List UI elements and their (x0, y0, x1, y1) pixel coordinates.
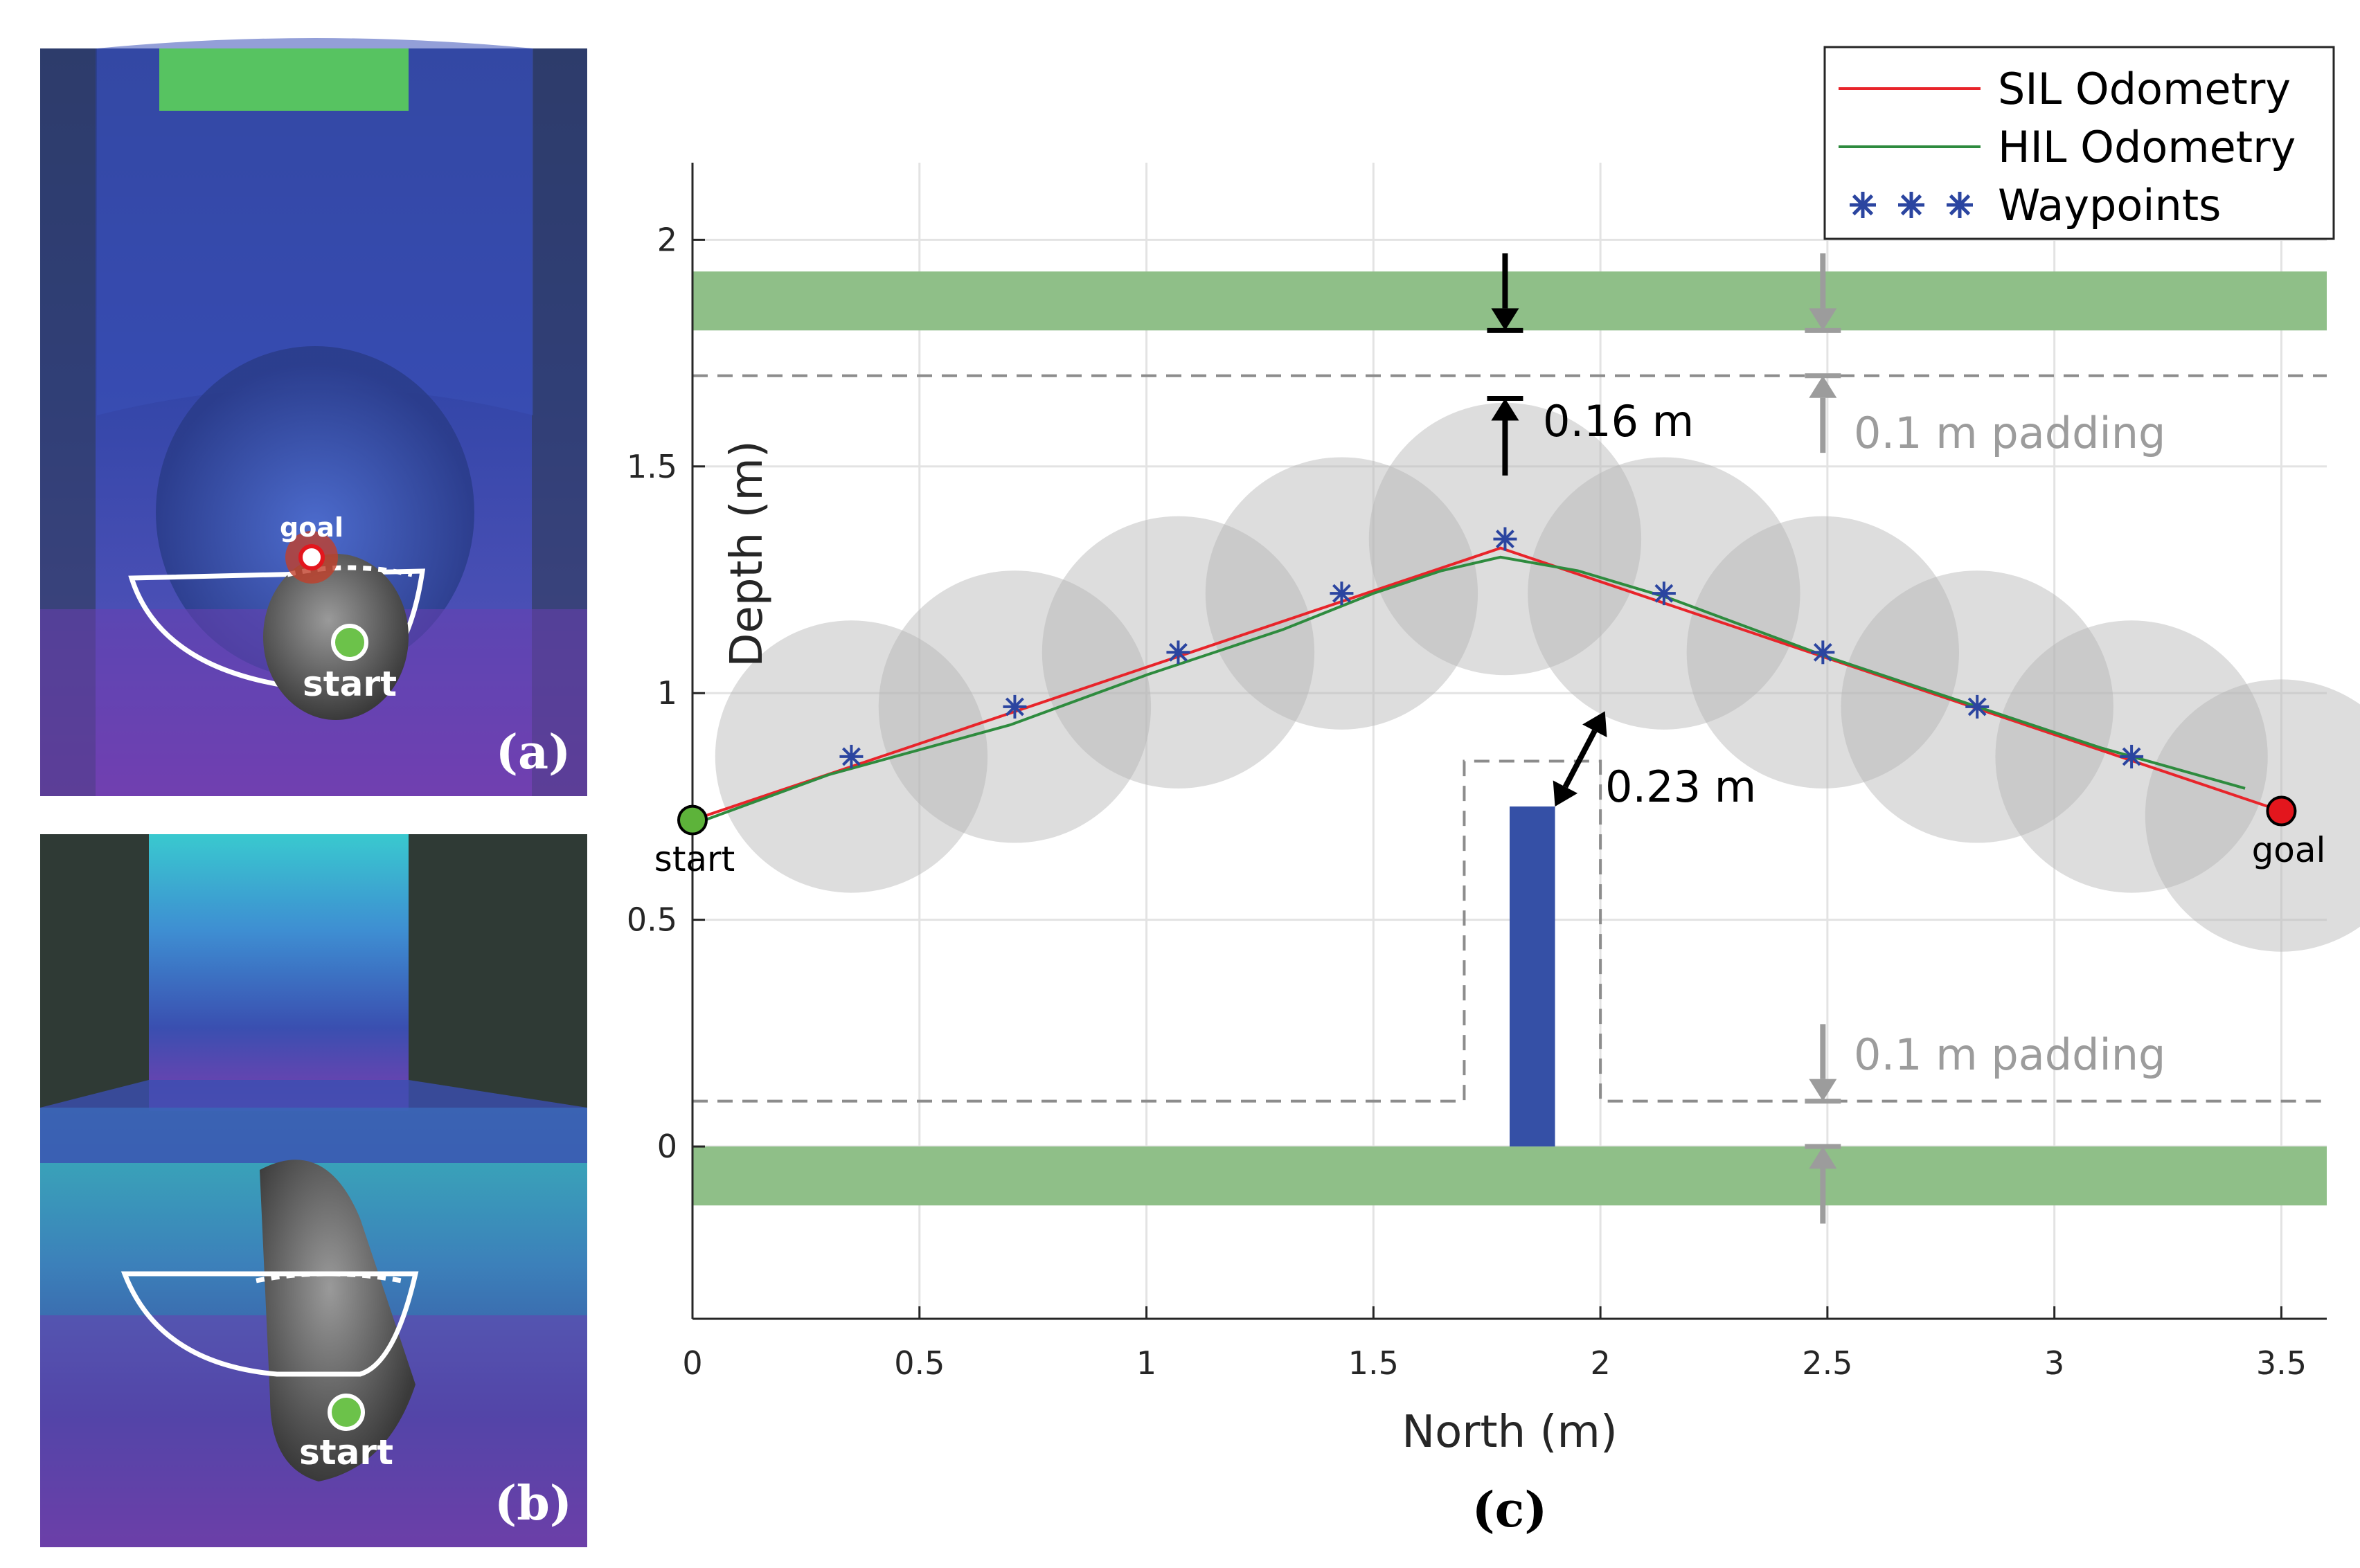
top-padding-label: 0.1 m padding (1854, 408, 2165, 458)
x-tick-label-5: 2.5 (1802, 1344, 1852, 1382)
y-axis-label: Depth (m) (722, 440, 773, 667)
legend-star-1 (1898, 192, 1924, 218)
bottom-padding-arrow-down (1805, 1024, 1841, 1104)
chart-series (692, 527, 2282, 827)
y-tick-label-4: 2 (657, 221, 677, 258)
fov-outline (120, 1271, 419, 1377)
x-tick-labels: 0 0.5 1 1.5 2 2.5 3 3.5 (682, 1344, 2307, 1382)
x-tick-label-7: 3.5 (2256, 1344, 2307, 1382)
obstacle-clearance-label: 0.23 m (1605, 762, 1756, 812)
goal-point (2266, 795, 2297, 827)
obstacle-bar (1510, 806, 1555, 1147)
chart-obstacle (1510, 806, 1555, 1147)
start-marker (328, 1394, 365, 1431)
start-marker (331, 624, 368, 661)
bottom-padding-arrow-up (1805, 1144, 1841, 1224)
panel-b-simulation-view: start (b) (40, 834, 587, 1547)
goal-marker (298, 544, 325, 570)
panel-a-label: (a) (496, 725, 571, 780)
top-wall-arrow (1487, 253, 1523, 333)
legend-star-2 (1947, 192, 1973, 218)
series-line-1 (692, 555, 2246, 827)
bottom-padding-label: 0.1 m padding (1854, 1029, 2165, 1080)
wall-1 (692, 1146, 2327, 1206)
clearance-circle-9 (2145, 679, 2360, 952)
legend-swatch-waypoints (1850, 192, 1973, 218)
legend-label-waypoints: Waypoints (1998, 180, 2221, 231)
y-tick-label-1: 0.5 (627, 901, 677, 939)
legend-label-hil: HIL Odometry (1998, 122, 2296, 172)
panel-c-chart: 0 0.5 1 1.5 2 2.5 3 3.5 0 0.5 1 1.5 2 North (m) Dep… (627, 46, 2360, 1538)
clearance-arrow (1487, 396, 1523, 476)
series-line-0 (692, 546, 2282, 822)
panel-a-simulation-view: goal start (a) (40, 38, 587, 796)
legend-label-sil: SIL Odometry (1998, 64, 2291, 114)
panel-b-label: (b) (494, 1476, 572, 1531)
legend-star-0 (1850, 192, 1876, 218)
panel-a-start-label: start (303, 664, 397, 704)
x-tick-label-4: 2 (1590, 1344, 1610, 1382)
start-point-label: start (654, 839, 735, 879)
waypoint-marker-4 (1493, 527, 1517, 551)
x-tick-label-1: 0.5 (894, 1344, 945, 1382)
panel-a-goal-label: goal (280, 512, 343, 543)
y-tick-label-3: 1.5 (627, 448, 677, 485)
waypoint-marker-7 (1965, 694, 1990, 719)
chart-annotation-arrows (1487, 253, 1841, 1224)
x-tick-label-2: 1 (1136, 1344, 1156, 1382)
robot-body (260, 1160, 415, 1481)
x-tick-label-6: 3 (2044, 1344, 2064, 1382)
chart-walls (692, 271, 2327, 1206)
waypoint-marker-6 (1811, 640, 1835, 665)
waypoint-marker-3 (1330, 582, 1354, 606)
chart-legend: SIL Odometry HIL Odometry Waypoints (1823, 46, 2335, 240)
waypoint-marker-8 (2120, 744, 2144, 768)
panel-c-label: (c) (1472, 1481, 1548, 1538)
x-axis-label: North (m) (1402, 1407, 1618, 1458)
obstacle-clearance-arrow-a (1553, 757, 1583, 806)
panel-b-start-label: start (299, 1432, 393, 1472)
top-padding-arrow-down (1805, 253, 1841, 333)
start-point (677, 804, 708, 836)
y-tick-label-2: 1 (657, 674, 677, 712)
chart-endpoints (677, 795, 2297, 836)
chart-axes (691, 163, 2327, 1320)
top-padding-arrow-up (1805, 373, 1841, 453)
waypoint-marker-0 (839, 744, 864, 768)
bottom-padding-line (692, 759, 2327, 1103)
obstacle-clearance-arrow-b (1577, 711, 1607, 761)
y-tick-label-0: 0 (657, 1128, 677, 1165)
waypoint-marker-5 (1652, 582, 1676, 606)
top-clearance-label: 0.16 m (1543, 396, 1694, 447)
x-tick-label-0: 0 (682, 1344, 702, 1382)
x-tick-label-3: 1.5 (1348, 1344, 1399, 1382)
y-tick-labels: 0 0.5 1 1.5 2 (627, 221, 677, 1165)
waypoint-marker-2 (1166, 640, 1190, 665)
waypoint-marker-1 (1003, 694, 1027, 719)
goal-point-label: goal (2252, 830, 2326, 870)
chart-padding-lines (692, 374, 2327, 1103)
